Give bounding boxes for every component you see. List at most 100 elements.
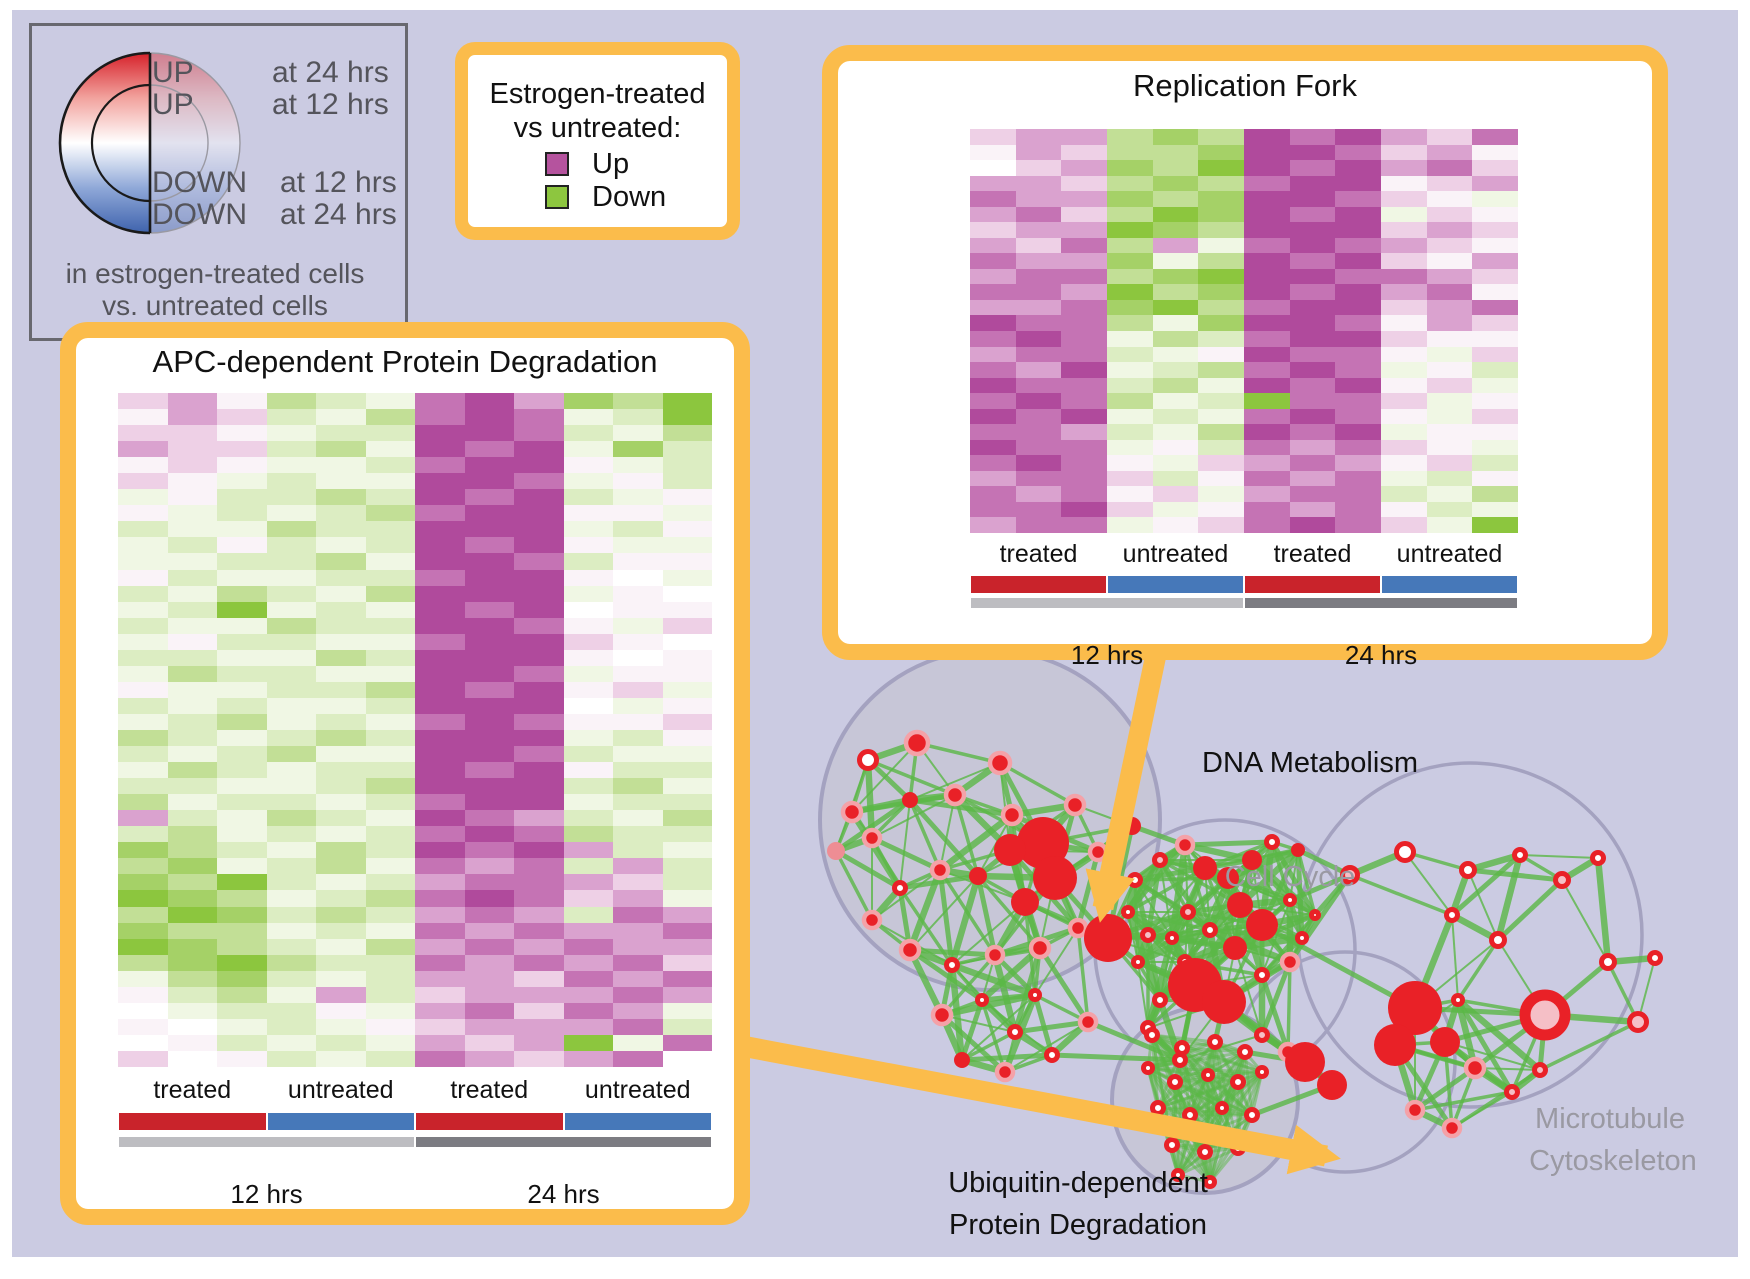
heat-cell: [217, 441, 267, 458]
heat-cell: [118, 1002, 168, 1019]
heat-cell: [217, 425, 267, 442]
heat-cell: [970, 408, 1016, 425]
heat-cell: [1472, 253, 1518, 269]
apc-heatmap: [118, 393, 712, 1067]
legend-up-24-time: at 24 hrs: [272, 56, 389, 89]
heat-cell: [266, 489, 316, 506]
heat-cell: [415, 681, 465, 698]
heat-cell: [118, 986, 168, 1003]
heat-cell: [167, 489, 217, 506]
heat-cell: [1472, 222, 1518, 238]
heat-cell: [1152, 206, 1199, 223]
heat-cell: [970, 160, 1016, 176]
heat-cell: [365, 425, 415, 442]
heat-cell: [167, 681, 217, 698]
heat-cell: [217, 617, 267, 634]
heat-cell: [167, 553, 217, 570]
heat-cell: [118, 441, 168, 458]
heat-cell: [1198, 268, 1244, 285]
heat-cell: [1244, 222, 1290, 238]
heat-cell: [365, 810, 415, 827]
gene-node: [1227, 892, 1253, 918]
heat-cell: [1107, 393, 1153, 409]
heat-cell: [970, 486, 1016, 502]
heat-cell: [1107, 206, 1153, 223]
heat-cell: [1015, 315, 1062, 331]
heat-cell: [1472, 268, 1518, 285]
heat-cell: [1289, 501, 1336, 518]
heat-cell: [415, 697, 465, 714]
heat-cell: [167, 1034, 217, 1051]
heat-cell: [662, 1002, 712, 1019]
heat-cell: [118, 553, 168, 570]
heat-cell: [1426, 175, 1473, 192]
heat-cell: [1472, 206, 1518, 223]
apc-time-label: 12 hrs: [230, 1179, 303, 1209]
heat-cell: [563, 746, 613, 763]
heat-cell: [970, 362, 1016, 378]
heat-cell: [167, 601, 217, 618]
heat-cell: [613, 521, 663, 538]
apc-time-bar: [416, 1137, 711, 1147]
heat-cell: [415, 1002, 465, 1019]
heat-cell: [563, 1018, 613, 1035]
heat-cell: [514, 697, 564, 714]
heat-cell: [1381, 206, 1427, 223]
heat-cell: [118, 1050, 168, 1067]
heat-cell: [316, 425, 366, 442]
gene-node: [930, 1003, 954, 1027]
heat-cell: [514, 1034, 564, 1051]
heat-cell: [662, 1050, 712, 1067]
heat-cell: [563, 617, 613, 634]
heat-cell: [613, 826, 663, 843]
heat-cell: [167, 922, 217, 939]
heat-cell: [1472, 470, 1518, 487]
heat-cell: [1015, 160, 1062, 176]
heat-cell: [1107, 299, 1153, 316]
heat-cell: [970, 377, 1016, 394]
heat-cell: [1472, 424, 1518, 440]
heat-cell: [118, 713, 168, 730]
heat-cell: [1061, 268, 1107, 285]
heat-cell: [464, 681, 514, 698]
gene-node: [1279, 951, 1301, 973]
heat-cell: [365, 489, 415, 506]
heat-cell: [217, 601, 267, 618]
gene-node: [1167, 1074, 1183, 1090]
heat-cell: [1107, 160, 1153, 176]
heat-cell: [1061, 486, 1107, 502]
heat-cell: [1107, 439, 1153, 456]
legend-footer-line2: vs. untreated cells: [102, 290, 328, 321]
gene-node: [1394, 841, 1416, 863]
heat-cell: [365, 393, 415, 410]
heat-cell: [1244, 393, 1290, 409]
heat-cell: [217, 746, 267, 763]
replication-fork-title: Replication Fork: [1133, 68, 1357, 103]
legend-down-24-dir: DOWN: [152, 198, 247, 231]
heat-cell: [1381, 222, 1427, 238]
heat-cell: [1289, 299, 1336, 316]
heat-cell: [970, 222, 1016, 238]
heat-cell: [316, 746, 366, 763]
heat-cell: [415, 954, 465, 971]
heat-cell: [563, 970, 613, 987]
heat-cell: [1061, 222, 1107, 238]
heat-cell: [662, 457, 712, 474]
heat-cell: [1015, 455, 1062, 471]
heat-cell: [365, 649, 415, 666]
heat-cell: [118, 601, 168, 618]
heat-cell: [1107, 191, 1153, 207]
heat-cell: [514, 874, 564, 891]
heat-cell: [1381, 486, 1427, 502]
heat-cell: [970, 206, 1016, 223]
heat-cell: [1244, 144, 1290, 161]
heat-cell: [266, 553, 316, 570]
gene-node: [1512, 847, 1528, 863]
heat-cell: [1335, 501, 1381, 518]
heat-cell: [1198, 439, 1244, 456]
heat-cell: [118, 473, 168, 490]
heat-cell: [464, 970, 514, 987]
gene-node: [1067, 917, 1089, 939]
heat-cell: [1152, 517, 1199, 533]
heat-cell: [662, 1034, 712, 1051]
